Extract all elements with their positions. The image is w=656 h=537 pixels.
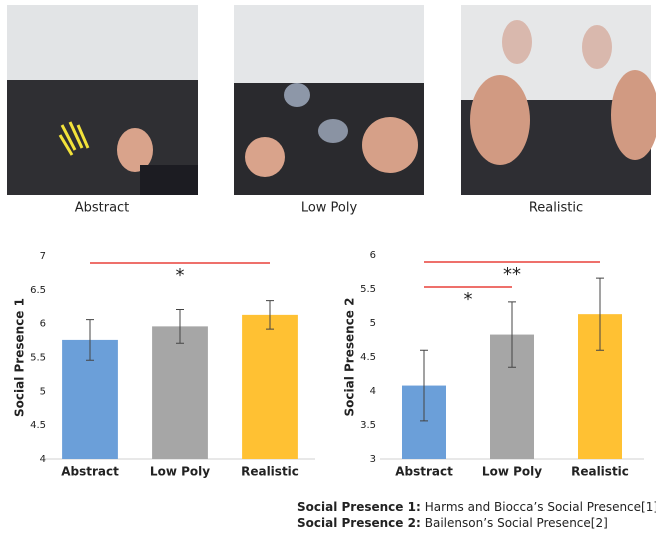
y-axis-title: Social Presence 2 [343, 298, 357, 417]
error-bar [508, 301, 516, 368]
significance-label: ** [503, 264, 521, 285]
y-tick-label: 5.5 [30, 353, 46, 364]
y-tick-label: 4 [370, 386, 376, 397]
error-bar [420, 349, 428, 422]
x-tick-label: Realistic [241, 465, 299, 479]
footnote-text: Harms and Biocca’s Social Presence[1] [425, 500, 656, 514]
x-tick-label: Low Poly [150, 465, 210, 479]
y-tick-label: 6 [40, 319, 46, 330]
y-tick-label: 3 [370, 454, 376, 465]
y-tick-label: 5 [40, 386, 46, 397]
error-bar [596, 277, 604, 351]
y-tick-label: 3.5 [360, 420, 376, 431]
footnote: Social Presence 2: Bailenson’s Social Pre… [297, 516, 608, 530]
photo-caption: Low Poly [301, 201, 358, 216]
footnote: Social Presence 1: Harms and Biocca’s Soc… [297, 500, 656, 514]
footnote-label: Social Presence 1: [297, 500, 421, 514]
y-tick-label: 5 [370, 318, 376, 329]
photo-caption: Abstract [75, 201, 130, 216]
significance-label: * [176, 265, 185, 286]
photo [7, 5, 198, 195]
footnote-label: Social Presence 2: [297, 516, 421, 530]
x-tick-label: Abstract [61, 465, 119, 479]
photo [234, 5, 424, 195]
y-tick-label: 4.5 [360, 352, 376, 363]
bar [152, 326, 208, 459]
y-tick-label: 6 [370, 250, 376, 261]
y-tick-label: 4 [40, 454, 46, 465]
x-tick-label: Realistic [571, 465, 629, 479]
x-tick-label: Abstract [395, 465, 453, 479]
photo [461, 5, 656, 195]
error-bar [86, 319, 94, 361]
x-tick-label: Low Poly [482, 465, 542, 479]
y-tick-label: 4.5 [30, 420, 46, 431]
error-bar [176, 308, 184, 344]
error-bar [266, 300, 274, 330]
bar [242, 314, 298, 459]
y-tick-label: 6.5 [30, 285, 46, 296]
y-axis-title: Social Presence 1 [13, 298, 27, 417]
y-tick-label: 5.5 [360, 284, 376, 295]
footnote-text: Bailenson’s Social Presence[2] [425, 516, 608, 530]
significance-label: * [464, 289, 473, 310]
y-tick-label: 7 [40, 251, 46, 262]
photo-caption: Realistic [529, 201, 583, 216]
